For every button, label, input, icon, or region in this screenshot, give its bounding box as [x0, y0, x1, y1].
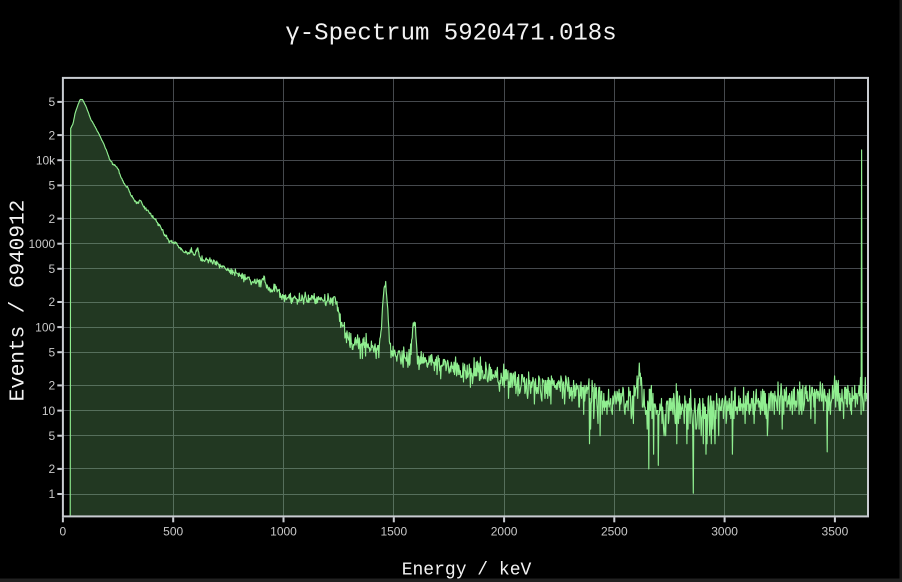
svg-text:2000: 2000	[491, 524, 518, 538]
svg-text:5: 5	[49, 345, 56, 359]
svg-text:10k: 10k	[36, 153, 56, 167]
svg-text:5: 5	[49, 262, 56, 276]
svg-text:3000: 3000	[711, 524, 738, 538]
svg-text:2500: 2500	[601, 524, 628, 538]
svg-text:1000: 1000	[270, 524, 297, 538]
svg-text:1: 1	[49, 487, 56, 501]
svg-text:γ-Spectrum 5920471.018s: γ-Spectrum 5920471.018s	[285, 20, 616, 47]
svg-text:2: 2	[49, 379, 56, 393]
svg-text:Energy / keV: Energy / keV	[402, 561, 532, 581]
svg-text:2: 2	[49, 212, 56, 226]
svg-text:3500: 3500	[822, 524, 849, 538]
svg-text:1000: 1000	[28, 237, 55, 251]
svg-text:0: 0	[60, 524, 67, 538]
svg-text:Events / 6940912: Events / 6940912	[7, 200, 30, 402]
svg-text:5: 5	[49, 179, 56, 193]
svg-text:100: 100	[35, 320, 55, 334]
svg-text:2: 2	[49, 295, 56, 309]
svg-text:500: 500	[163, 524, 183, 538]
svg-text:2: 2	[49, 462, 56, 476]
svg-text:5: 5	[49, 95, 56, 109]
svg-text:1500: 1500	[380, 524, 407, 538]
svg-text:10: 10	[42, 404, 56, 418]
svg-text:2: 2	[49, 128, 56, 142]
svg-text:5: 5	[49, 429, 56, 443]
